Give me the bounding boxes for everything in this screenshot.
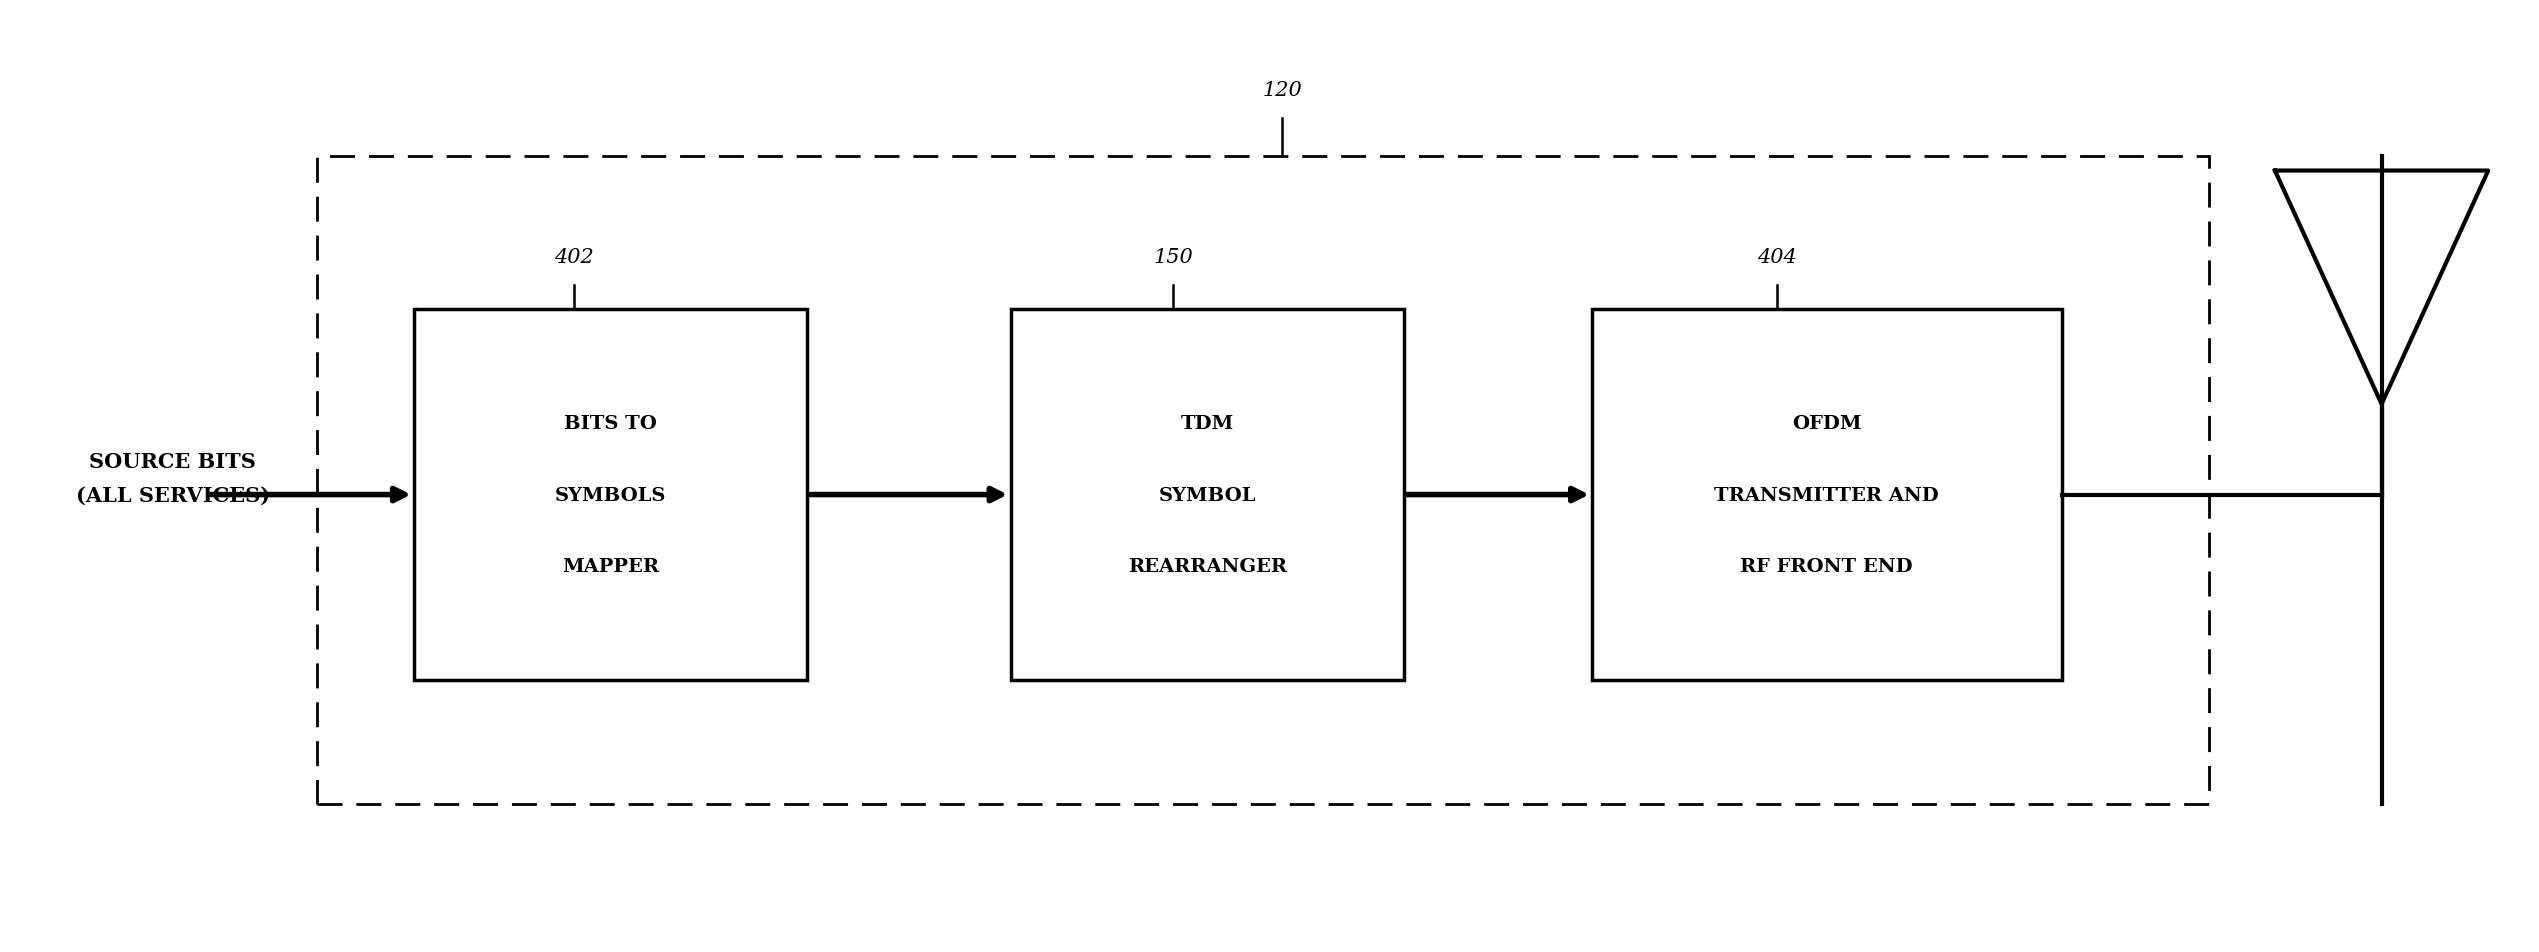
Text: 120: 120 <box>1262 81 1303 100</box>
Text: 402: 402 <box>554 248 594 267</box>
Bar <box>1011 309 1404 681</box>
Text: OFDM: OFDM <box>1793 415 1861 432</box>
Text: 150: 150 <box>1153 248 1193 267</box>
Text: SYMBOL: SYMBOL <box>1158 486 1257 504</box>
Text: TRANSMITTER AND: TRANSMITTER AND <box>1714 486 1940 504</box>
Text: SOURCE BITS: SOURCE BITS <box>89 451 256 471</box>
Bar <box>1592 309 2062 681</box>
Text: (ALL SERVICES): (ALL SERVICES) <box>76 486 269 506</box>
Text: REARRANGER: REARRANGER <box>1127 558 1287 575</box>
Text: SYMBOLS: SYMBOLS <box>556 486 665 504</box>
Bar <box>414 309 807 681</box>
Text: TDM: TDM <box>1181 415 1234 432</box>
Text: 404: 404 <box>1757 248 1798 267</box>
Text: BITS TO: BITS TO <box>564 415 658 432</box>
Text: RF FRONT END: RF FRONT END <box>1742 558 1912 575</box>
Text: MAPPER: MAPPER <box>561 558 660 575</box>
Bar <box>317 157 2209 804</box>
